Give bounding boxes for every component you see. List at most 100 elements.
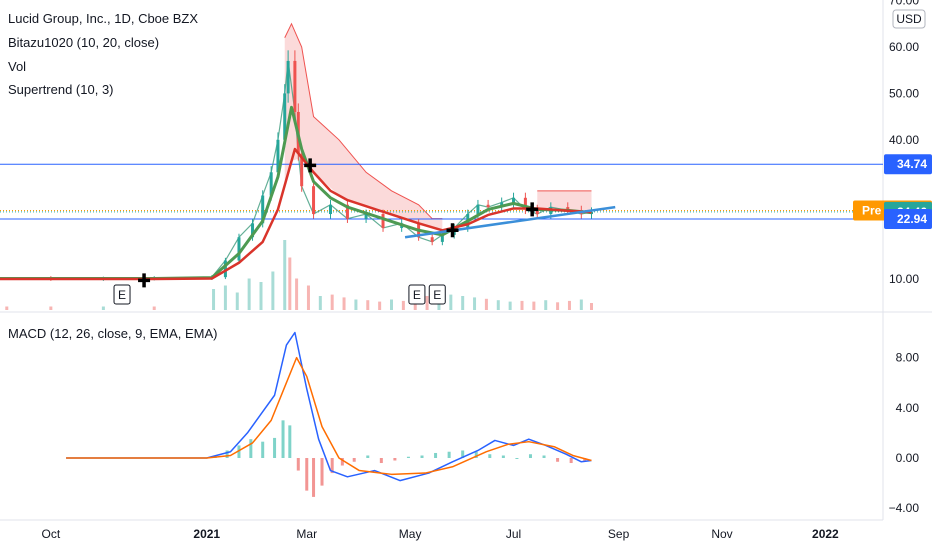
macd-histogram-bar xyxy=(515,458,519,459)
macd-histogram-bar xyxy=(420,455,424,458)
time-axis-tick-label: May xyxy=(399,527,422,541)
currency-badge xyxy=(892,9,926,29)
time-axis-tick-label: Sep xyxy=(608,527,630,541)
volume-bar xyxy=(461,296,465,310)
macd-histogram-bar xyxy=(528,454,532,458)
volume-bar xyxy=(295,278,299,310)
volume-bar xyxy=(223,285,227,310)
volume-bar xyxy=(532,301,536,310)
volume-bar xyxy=(235,292,239,310)
macd-histogram-bar xyxy=(225,450,229,458)
pre-market-prefix: Pre xyxy=(862,204,882,218)
macd-histogram-bar xyxy=(569,458,573,464)
volume-bar xyxy=(567,300,571,310)
macd-histogram-bar xyxy=(312,458,316,497)
earnings-marker-label: E xyxy=(118,288,126,302)
volume-bar xyxy=(283,240,287,310)
candle-body xyxy=(312,186,316,215)
volume-bar xyxy=(271,271,275,310)
volume-bar xyxy=(247,278,251,310)
price-axis-tick-label: 10.00 xyxy=(889,272,919,286)
earnings-marker xyxy=(408,284,426,305)
indicator-supertrend-label: Supertrend (10, 3) xyxy=(8,82,114,97)
macd-histogram-bar xyxy=(281,420,285,458)
candle-body xyxy=(276,139,280,173)
candle-body xyxy=(300,153,304,187)
macd-line xyxy=(66,331,592,482)
level-price-badge xyxy=(884,208,932,229)
supertrend-down-fill xyxy=(284,23,443,231)
volume-bar xyxy=(520,300,524,310)
macd-histogram-bar xyxy=(461,450,465,458)
volume-bar xyxy=(152,306,156,310)
signal-line xyxy=(66,356,592,476)
volume-bar xyxy=(473,297,477,310)
volume-bar xyxy=(508,301,512,310)
volume-bar xyxy=(366,300,370,310)
candle-body xyxy=(589,211,593,215)
cross-marker xyxy=(304,158,317,173)
candle-body xyxy=(283,93,287,140)
earnings-marker xyxy=(428,284,446,305)
candle-body xyxy=(381,214,385,228)
volume-bar xyxy=(212,289,216,310)
macd-histogram-bar xyxy=(261,441,265,458)
level-price-badge xyxy=(884,154,932,175)
volume-bar xyxy=(288,257,292,310)
macd-histogram-bar xyxy=(583,458,587,462)
candle-body xyxy=(512,197,516,203)
macd-histogram-bar xyxy=(393,458,397,461)
volume-bar xyxy=(5,306,9,310)
trendline xyxy=(404,205,616,239)
price-axis-tick-label: 70.00 xyxy=(889,0,919,8)
macd-histogram-bar xyxy=(320,458,324,486)
candle-body xyxy=(430,237,434,242)
macd-histogram-bar xyxy=(474,451,478,458)
volume-bar xyxy=(390,299,394,310)
macd-histogram-bar xyxy=(330,458,334,474)
volume-bar xyxy=(556,302,560,310)
candle-body xyxy=(251,223,255,238)
candle-body xyxy=(486,204,490,208)
earnings-marker-label: E xyxy=(433,288,441,302)
indicator-bitazu-label: Bitazu1020 (10, 20, close) xyxy=(8,35,160,50)
macd-histogram-bar xyxy=(237,445,241,458)
macd-histogram-bar xyxy=(340,458,344,466)
cross-marker xyxy=(138,273,151,288)
volume-bar xyxy=(342,297,346,310)
macd-histogram-bar xyxy=(501,455,505,458)
cross-marker xyxy=(526,202,539,217)
candle-body xyxy=(286,60,290,94)
macd-histogram-bar xyxy=(249,439,253,458)
macd-axis-tick-label: 8.00 xyxy=(896,351,920,365)
candle-body xyxy=(237,237,241,261)
volume-bar xyxy=(449,294,453,310)
macd-histogram-bar xyxy=(406,456,410,458)
macd-histogram-bar xyxy=(305,458,309,491)
volume-bar xyxy=(401,300,405,310)
time-axis: Oct 2021 Mar May Jul Sep Nov 2022 xyxy=(42,527,840,541)
indicator-vol-label: Vol xyxy=(8,59,27,74)
volume-bar xyxy=(544,300,548,310)
red-ma-line xyxy=(0,147,592,281)
candle-body xyxy=(476,204,480,215)
volume-bar xyxy=(49,306,53,310)
supertrend-down-line xyxy=(284,22,443,220)
macd-axis-tick-label: 4.00 xyxy=(896,401,920,415)
earnings-marker xyxy=(113,284,131,305)
indicator-macd-label: MACD (12, 26, close, 9, EMA, EMA) xyxy=(8,326,218,341)
macd-axis-tick-label: −4.00 xyxy=(889,501,920,515)
macd-pane: 8.00 4.00 0.00 −4.00 xyxy=(66,331,920,515)
macd-histogram-bar xyxy=(352,458,356,462)
macd-histogram-bar xyxy=(273,437,277,458)
volume-bar xyxy=(101,306,105,310)
macd-histogram-bar xyxy=(542,455,546,458)
candle-body xyxy=(223,260,227,278)
candle-body xyxy=(523,197,527,210)
symbol-title: Lucid Group, Inc., 1D, Cboe BZX xyxy=(8,11,199,26)
volume-bar xyxy=(589,303,593,310)
volume-bar xyxy=(306,285,310,310)
time-axis-tick-label: Mar xyxy=(296,527,317,541)
